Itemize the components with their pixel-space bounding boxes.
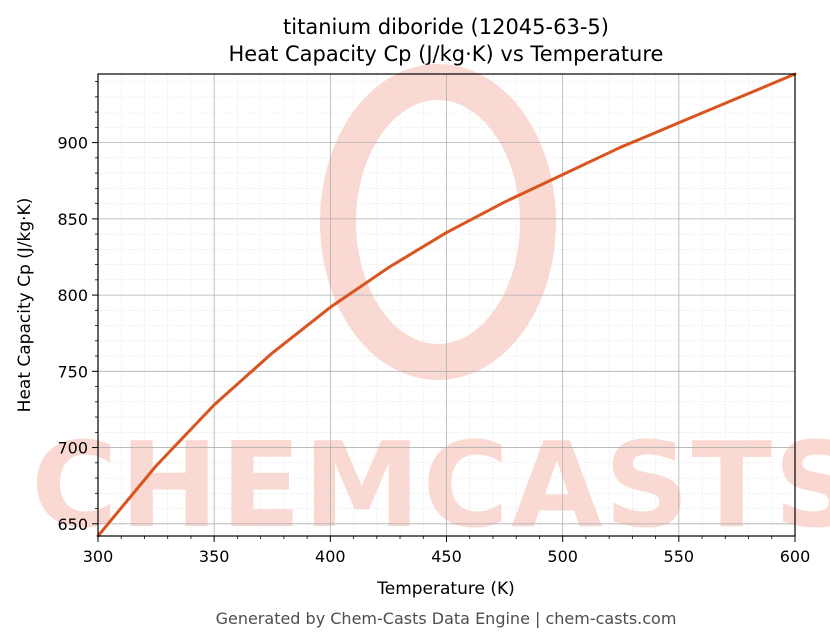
y-axis: 650 700 750 800 850 900 [57,81,98,534]
chart-subtitle: Heat Capacity Cp (J/kg·K) vs Temperature [229,42,664,66]
y-tick-label: 700 [57,439,88,458]
y-tick-label: 650 [57,515,88,534]
plot-area: CHEMCASTS [31,64,830,554]
y-tick-label: 750 [57,362,88,381]
x-tick-label: 350 [199,547,230,566]
series-line [96,72,797,538]
y-tick-label: 900 [57,134,88,153]
series-layer [96,72,797,538]
x-tick-label: 500 [547,547,578,566]
chart-title: titanium diboride (12045-63-5) [283,15,609,39]
x-tick-label: 450 [431,547,462,566]
y-tick-label: 850 [57,210,88,229]
watermark: CHEMCASTS [31,64,830,554]
x-tick-label: 400 [315,547,346,566]
x-tick-label: 300 [83,547,114,566]
y-tick-label: 800 [57,286,88,305]
x-tick-label: 550 [664,547,695,566]
x-axis: 300 350 400 450 500 550 600 [83,536,811,566]
x-tick-label: 600 [780,547,811,566]
footer-text: Generated by Chem-Casts Data Engine | ch… [216,609,677,628]
watermark-swirl [320,64,556,380]
watermark-text: CHEMCASTS [31,416,830,554]
x-axis-label: Temperature (K) [376,579,515,599]
y-axis-label: Heat Capacity Cp (J/kg·K) [15,198,35,413]
